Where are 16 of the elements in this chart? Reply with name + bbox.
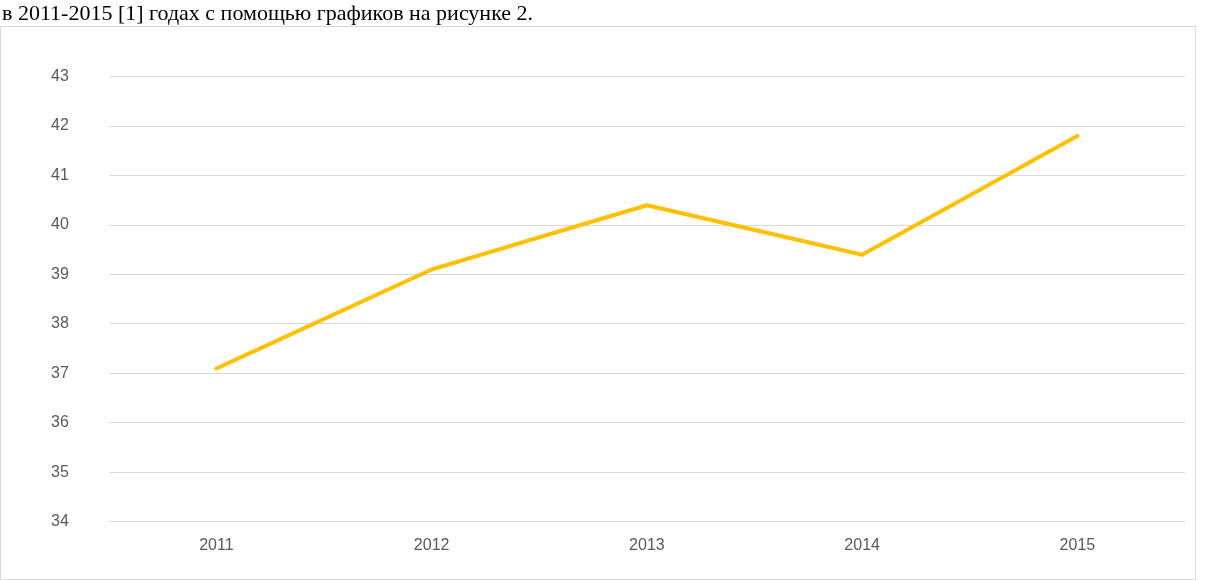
x-tick-label: 2013 (629, 535, 665, 553)
y-tick-label: 43 (51, 67, 69, 85)
y-tick-label: 35 (51, 462, 69, 480)
y-tick-label: 40 (51, 215, 69, 233)
y-tick-label: 38 (51, 314, 69, 332)
y-tick-label: 34 (51, 512, 69, 530)
x-tick-label: 2014 (844, 535, 881, 553)
y-tick-label: 41 (51, 165, 69, 183)
y-tick-label: 36 (51, 413, 69, 431)
y-tick-label: 39 (51, 264, 69, 282)
x-tick-label: 2012 (413, 535, 450, 553)
y-tick-label: 42 (51, 116, 69, 134)
y-tick-label: 37 (51, 363, 69, 381)
x-tick-label: 2011 (199, 535, 234, 553)
x-tick-label: 2015 (1059, 535, 1096, 553)
text: в 2011-2015 [1] годах с помощью графиков на рисунке 2. (2, 0, 534, 26)
